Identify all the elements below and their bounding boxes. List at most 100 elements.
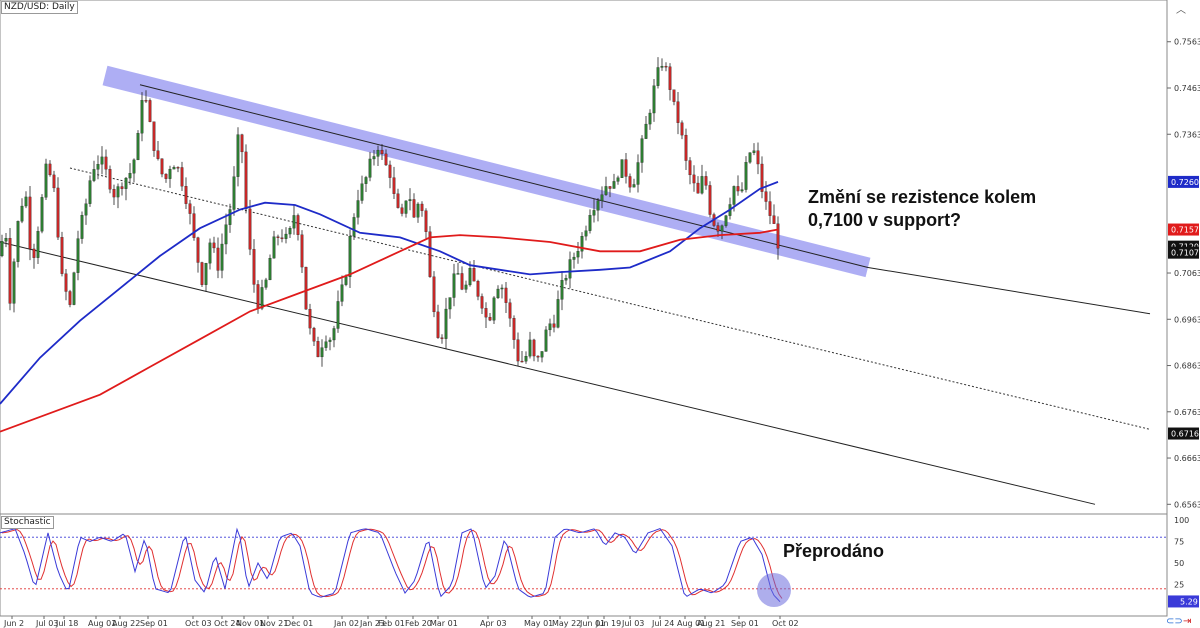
candle: [316, 336, 320, 358]
price-axis[interactable]: 0.7563 0.7463 0.7363 0.7063 0.6963 0.6863 0.67…: [1167, 38, 1200, 510]
candle: [232, 166, 236, 216]
candle-body: [252, 249, 256, 285]
candle-body: [8, 238, 12, 304]
candle: [588, 209, 592, 234]
candle: [684, 128, 688, 170]
chevron-up-icon[interactable]: ︿: [1176, 5, 1186, 16]
price-badge-bg: [1168, 246, 1199, 259]
candle: [532, 338, 536, 362]
candle-body: [136, 133, 140, 161]
candle: [120, 182, 124, 196]
candle-body: [168, 168, 172, 179]
candle: [52, 170, 56, 192]
candle: [348, 229, 352, 289]
candle: [752, 143, 756, 156]
candle: [104, 149, 108, 176]
candle: [276, 234, 280, 246]
candle-body: [708, 185, 712, 215]
candle-body: [52, 174, 56, 189]
candle-body: [476, 280, 480, 297]
candle: [664, 62, 668, 72]
candle: [416, 202, 420, 223]
candle: [608, 186, 612, 198]
candle-body: [640, 138, 644, 163]
candle: [40, 194, 44, 234]
time-tick-label: Aug 22: [112, 619, 140, 628]
scroll-end-icon[interactable]: ⇥: [1183, 616, 1192, 627]
candle-body: [336, 301, 340, 329]
candle: [308, 303, 312, 335]
candle: [36, 226, 40, 265]
candle-body: [636, 162, 640, 185]
candle: [12, 258, 16, 313]
price-tick-label: 0.7063: [1174, 269, 1200, 278]
candle: [688, 157, 692, 185]
candle: [472, 260, 476, 282]
candle: [332, 325, 336, 348]
candle: [252, 239, 256, 293]
candle-body: [284, 233, 288, 239]
candle-body: [332, 328, 336, 341]
candle-body: [348, 236, 352, 277]
candle: [700, 164, 704, 195]
candle: [676, 92, 680, 135]
candle-body: [356, 200, 360, 218]
candle-body: [592, 210, 596, 216]
candle-body: [684, 134, 688, 161]
candle: [284, 227, 288, 244]
time-tick-label: May 01: [524, 619, 553, 628]
candle: [512, 315, 516, 349]
candle-body: [24, 196, 28, 207]
candle: [340, 275, 344, 307]
candle-body: [324, 341, 328, 348]
candle: [524, 351, 528, 364]
candle-body: [12, 261, 16, 304]
channel-lower-line[interactable]: [0, 241, 1096, 505]
candle: [100, 146, 104, 175]
candle: [420, 201, 424, 217]
price-badge-label: 0.6716: [1171, 430, 1199, 439]
candle-body: [572, 256, 576, 260]
link-icon[interactable]: ⊂⊃: [1166, 616, 1183, 627]
candle: [544, 326, 548, 352]
candle-body: [224, 224, 228, 245]
candle: [128, 163, 132, 185]
annotation-line-1: Změní se rezistence kolem: [808, 187, 1037, 207]
candle-body: [512, 318, 516, 340]
time-tick-label: Mar 01: [430, 619, 458, 628]
candle-body: [492, 297, 496, 321]
price-badge-bg: [1168, 427, 1199, 440]
candle-body: [400, 207, 404, 214]
candle-body: [532, 339, 536, 357]
candle: [132, 158, 136, 183]
price-tick-label: 0.7463: [1174, 84, 1200, 93]
ma-slow-line: [0, 228, 779, 433]
candle-body: [212, 242, 216, 249]
candle-body: [460, 273, 464, 290]
candle-body: [616, 177, 620, 182]
candle: [500, 284, 504, 299]
candle: [4, 233, 8, 248]
stoch-tick-label: 25: [1174, 581, 1184, 590]
candle-body: [36, 231, 40, 258]
price-tick-label: 0.7363: [1174, 130, 1200, 139]
candle: [140, 92, 144, 142]
channel-upper-line[interactable]: [139, 84, 869, 268]
candle: [388, 160, 392, 189]
candle-body: [628, 176, 632, 188]
candle-body: [64, 273, 68, 292]
candle-body: [580, 236, 584, 252]
channel-upper-extension[interactable]: [867, 266, 1151, 315]
candle-body: [0, 241, 4, 257]
candle-body: [468, 268, 472, 286]
candle: [516, 332, 520, 367]
candle-body: [452, 273, 456, 298]
candle: [200, 261, 204, 287]
candle: [560, 271, 564, 311]
candle-body: [288, 228, 292, 235]
candle-body: [464, 284, 468, 290]
price-badge: 0.7107: [1168, 246, 1199, 259]
candle: [628, 173, 632, 193]
